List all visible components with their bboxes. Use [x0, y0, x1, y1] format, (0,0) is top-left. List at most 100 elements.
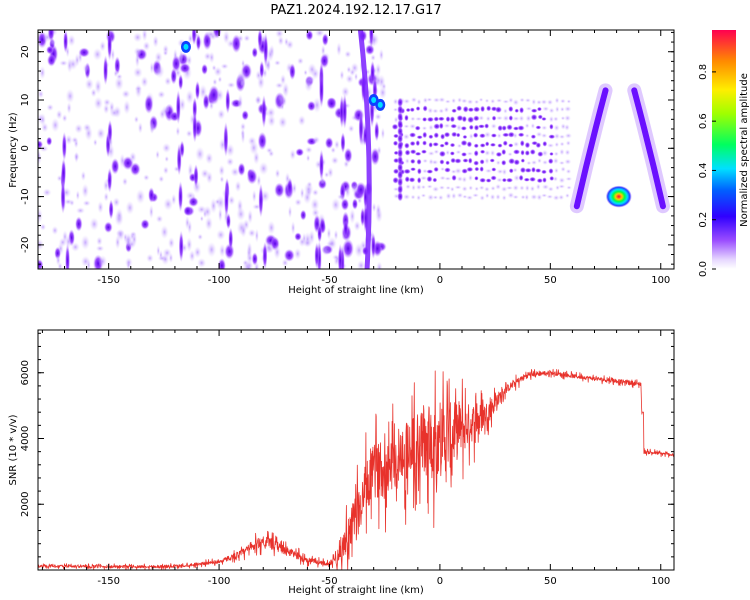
heatmap-noise-blob: [307, 62, 317, 77]
heatmap-tone-blob: [566, 99, 572, 104]
heatmap-noise-blob: [142, 41, 151, 52]
heatmap-noise-blob: [351, 182, 359, 195]
heatmap-tone-blob: [445, 116, 451, 123]
heatmap-streak: [261, 94, 267, 129]
heatmap-noise-blob: [47, 30, 55, 42]
heatmap-noise-blob: [185, 89, 194, 105]
heatmap-noise-blob: [267, 114, 276, 128]
heatmap-tone-blob: [537, 158, 542, 164]
heatmap-noise-blob: [51, 225, 59, 236]
heatmap-tone-blob: [524, 98, 531, 103]
heatmap-streak: [259, 60, 265, 79]
heatmap-y-tick-label: -20: [20, 237, 31, 253]
heatmap-tone-blob: [496, 168, 504, 175]
heatmap-tone-blob: [443, 140, 450, 147]
heatmap-tone-blob: [524, 150, 531, 156]
heatmap-noise-blob: [303, 182, 314, 196]
heatmap-y-tick-label: 10: [20, 94, 31, 107]
heatmap-noise-blob: [125, 200, 135, 215]
heatmap-streak: [191, 30, 197, 46]
heatmap-vertical-stripe: [357, 30, 372, 269]
heatmap-noise-blob: [199, 215, 204, 222]
heatmap-noise-blob: [357, 197, 363, 204]
heatmap-noise-blob: [231, 34, 242, 54]
heatmap-tone-blob: [496, 132, 502, 139]
heatmap-noise-blob: [237, 162, 246, 177]
heatmap-tone-blob: [491, 167, 497, 172]
heatmap-tone-blob: [409, 107, 415, 113]
heatmap-x-label: Height of straight line (km): [288, 285, 424, 296]
heatmap-tone-blob: [489, 149, 496, 157]
heatmap-tone-blob: [524, 123, 530, 129]
heatmap-x-tick-label: 100: [651, 275, 670, 286]
heatmap-noise-blob: [143, 174, 150, 181]
heatmap-tone-blob: [462, 134, 468, 140]
heatmap-noise-blob: [183, 205, 192, 216]
heatmap-tone-blob: [408, 132, 417, 138]
heatmap-tone-blob: [479, 177, 487, 183]
colorbar-ticks: 0.0 0.2 0.4 0.6 0.8: [698, 64, 716, 277]
heatmap-noise-blob: [333, 229, 339, 241]
heatmap-tone-blob: [477, 124, 486, 129]
heatmap-streak: [223, 121, 229, 158]
heatmap-tone-blob: [460, 98, 468, 104]
heatmap-tone-blob: [409, 140, 416, 147]
heatmap-tone-blob: [410, 167, 417, 172]
heatmap-x-tick-label: 50: [544, 275, 557, 286]
heatmap-streak: [314, 242, 320, 269]
heatmap-noise-blob: [184, 215, 190, 230]
heatmap-noise-blob: [152, 35, 159, 48]
heatmap-tone-blob: [512, 116, 520, 122]
heatmap-tone-blob: [535, 125, 542, 130]
heatmap-tone-blob: [559, 98, 566, 104]
heatmap-tone-blob: [505, 185, 514, 191]
heatmap-tone-blob: [490, 133, 498, 138]
heatmap-tone-blob: [564, 124, 570, 131]
heatmap-tone-blob: [558, 184, 566, 189]
heatmap-tone-blob: [519, 97, 525, 103]
heatmap-noise-blob: [74, 151, 79, 164]
heatmap-tone-blob: [536, 178, 544, 184]
heatmap-noise-blob: [195, 146, 205, 162]
heatmap-tone-blob: [520, 194, 526, 200]
heatmap-tone-blob: [403, 98, 411, 105]
heatmap-tone-blob: [495, 115, 504, 121]
heatmap-noise-blob: [38, 89, 44, 99]
heatmap-noise-blob: [254, 228, 259, 243]
heatmap-tone-blob: [433, 132, 440, 139]
heatmap-tone-blob: [565, 176, 573, 182]
snr-x-tick-label: -100: [208, 576, 231, 587]
heatmap-tone-blob: [520, 149, 525, 156]
heatmap-tone-blob: [404, 175, 410, 183]
heatmap-tone-blob: [410, 194, 416, 200]
heatmap-tone-edge: [397, 133, 404, 144]
heatmap-streak: [195, 33, 201, 52]
heatmap-noise-blob: [374, 113, 382, 121]
heatmap-noise-blob: [274, 182, 285, 198]
heatmap-tone-blob: [438, 108, 445, 114]
snr-frame: [37, 329, 675, 571]
heatmap-noise-blob: [197, 233, 203, 241]
heatmap-tone-blob: [549, 175, 555, 182]
heatmap-streak: [107, 167, 113, 193]
heatmap-tone-blob: [404, 149, 411, 156]
heatmap-noise-blob: [220, 63, 229, 70]
heatmap-noise-blob: [297, 115, 306, 127]
heatmap-tone-blob: [529, 148, 536, 156]
heatmap-noise-blob: [274, 168, 281, 179]
heatmap-tone-blob: [445, 192, 452, 200]
heatmap-noise-blob: [285, 39, 294, 50]
heatmap-tone-blob: [502, 132, 510, 138]
heatmap-noise-blob: [277, 93, 285, 106]
heatmap-noise-blob: [201, 63, 208, 75]
heatmap-noise-blob: [78, 47, 90, 58]
heatmap-noise-blob: [204, 216, 213, 231]
heatmap-noise-blob: [39, 223, 47, 231]
snr-x-tick-label: 50: [544, 576, 557, 587]
heatmap-tone-blob: [553, 116, 559, 122]
heatmap-tone-blob: [393, 116, 399, 124]
heatmap-streak: [228, 227, 234, 251]
snr-x-tick-label: -150: [97, 576, 120, 587]
heatmap-streak: [258, 183, 264, 218]
heatmap-tone-blob: [461, 115, 467, 123]
